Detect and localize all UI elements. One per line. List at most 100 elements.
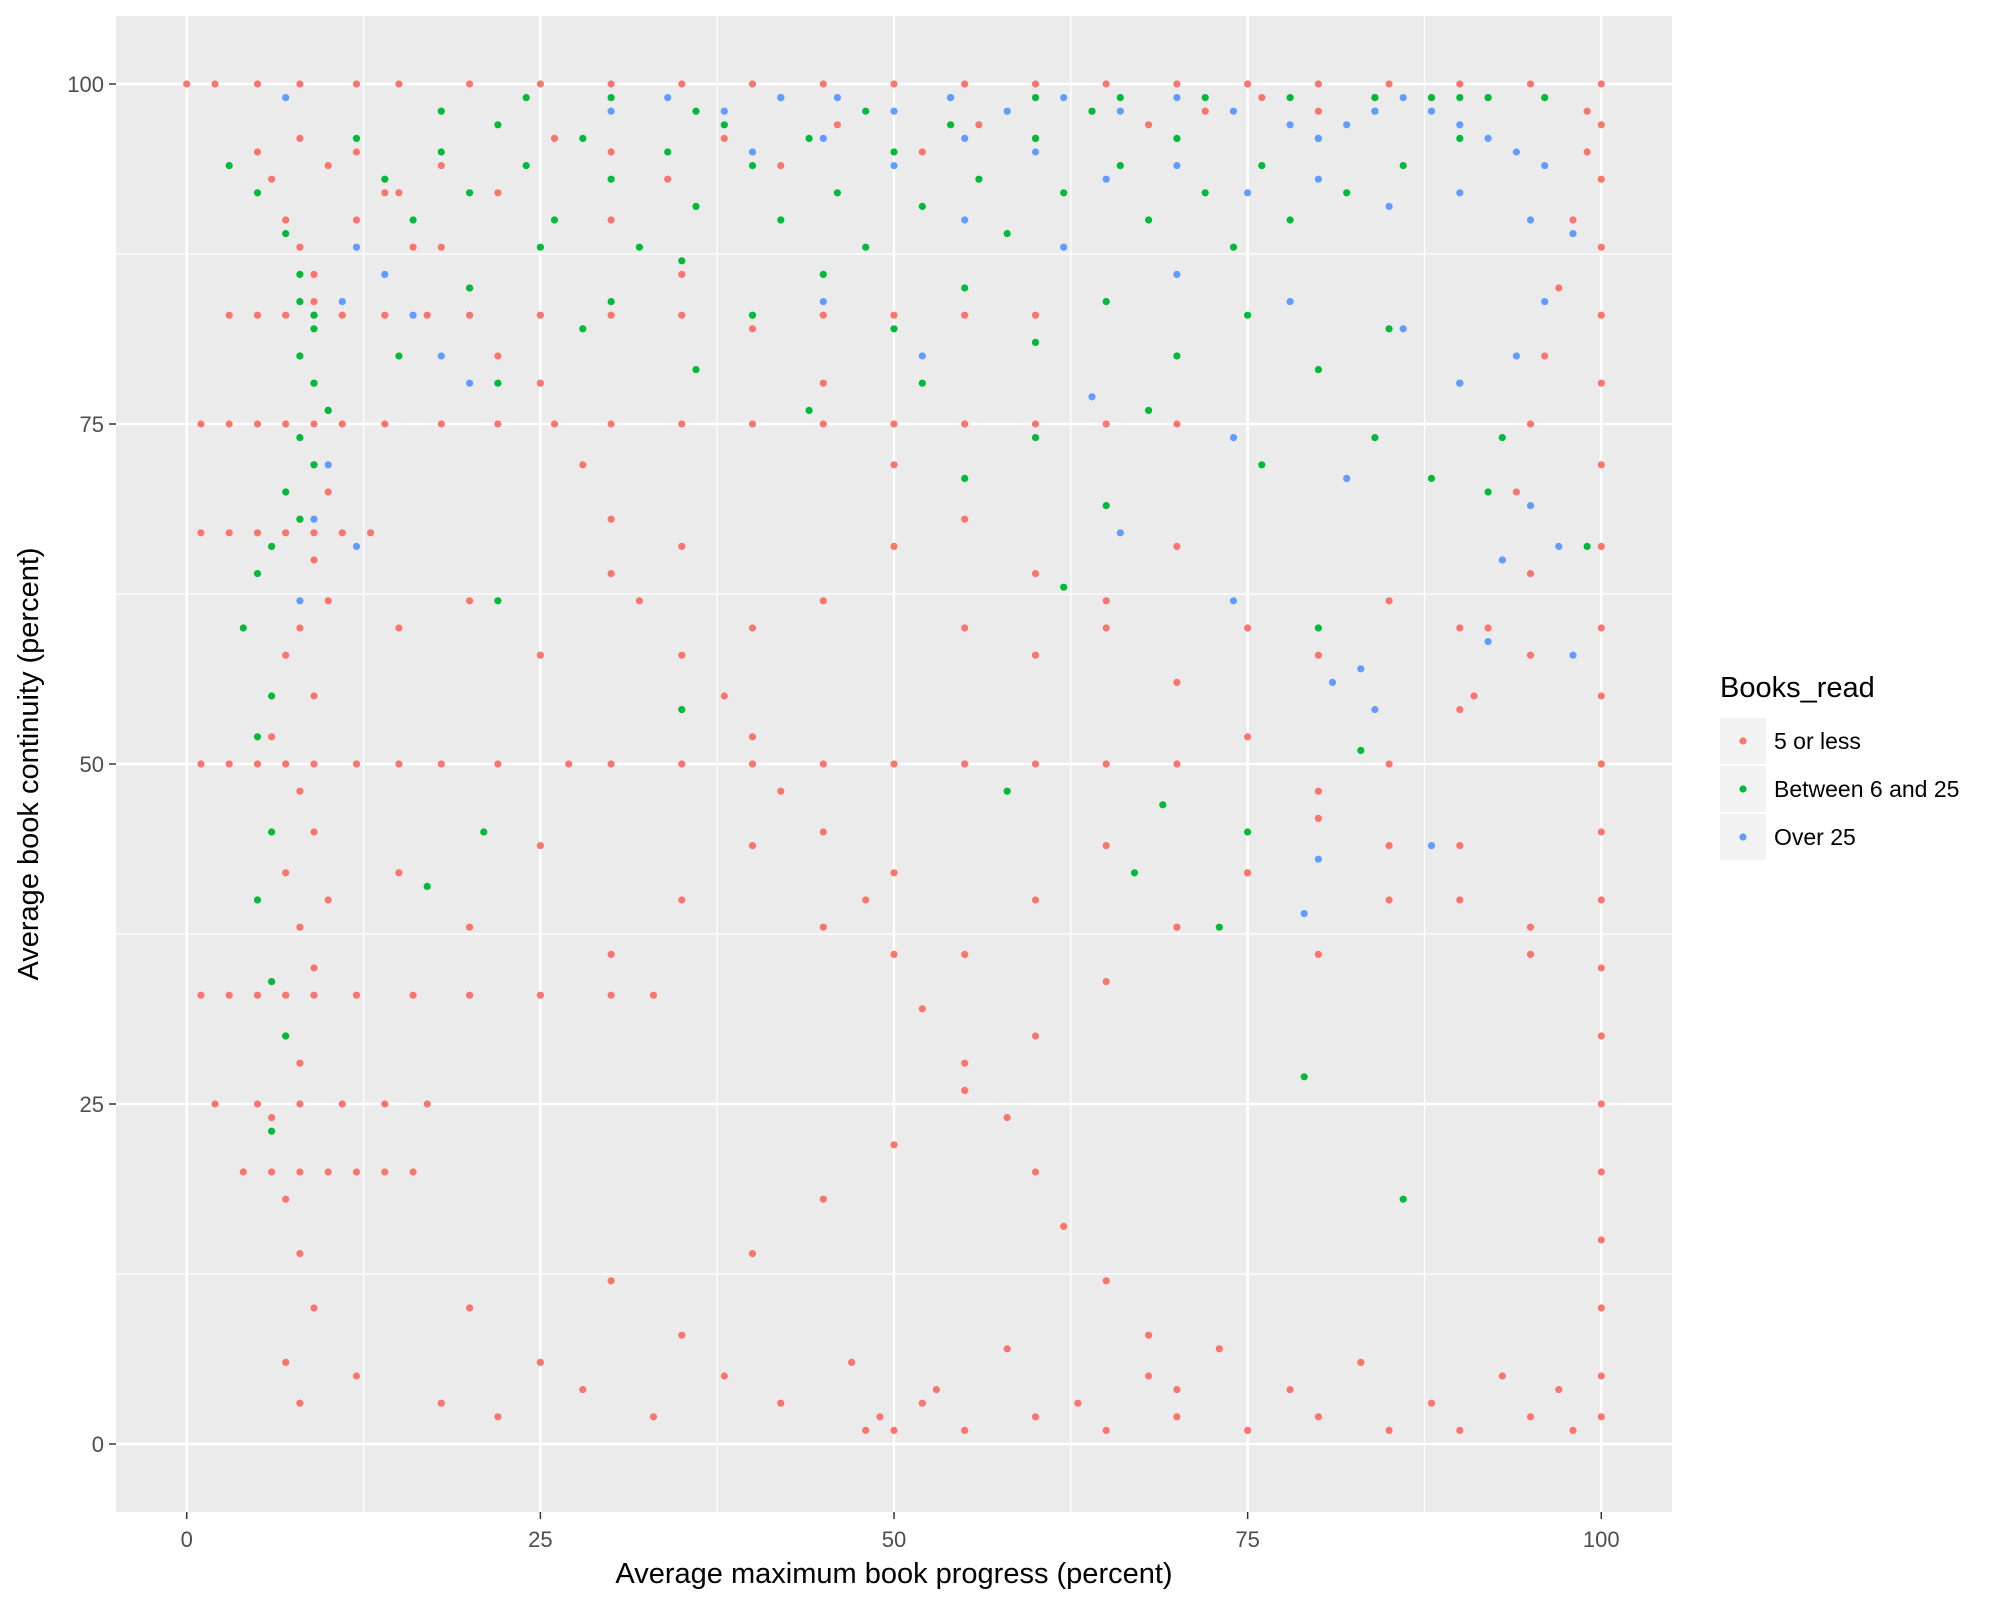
data-point — [494, 760, 502, 768]
data-point — [1286, 1386, 1294, 1394]
data-point — [1060, 94, 1068, 102]
data-point — [678, 896, 686, 904]
data-point — [352, 1372, 361, 1380]
data-point — [607, 216, 615, 224]
data-point — [678, 257, 686, 265]
data-point — [1159, 801, 1167, 809]
data-point — [1031, 1413, 1040, 1421]
data-point — [819, 134, 827, 142]
data-point — [1427, 1399, 1436, 1407]
data-point — [1145, 216, 1153, 224]
data-point — [1399, 1195, 1407, 1203]
data-point — [253, 896, 262, 904]
data-point — [890, 1141, 898, 1149]
data-point — [1173, 1386, 1181, 1394]
data-point — [1456, 1426, 1464, 1434]
data-point — [1102, 80, 1110, 88]
data-point — [1229, 434, 1238, 442]
data-point — [1300, 910, 1308, 918]
data-point — [607, 298, 615, 306]
data-point — [268, 175, 276, 183]
data-point — [1102, 420, 1110, 428]
data-point — [296, 270, 304, 278]
data-point — [1314, 855, 1322, 863]
data-point — [1541, 94, 1549, 102]
data-point — [1597, 692, 1605, 700]
data-point — [1088, 107, 1096, 115]
data-point — [338, 1100, 346, 1108]
data-point — [296, 80, 304, 88]
data-point — [975, 175, 983, 183]
data-point — [1229, 107, 1238, 115]
data-point — [352, 1168, 361, 1176]
data-point — [310, 325, 318, 333]
data-point — [253, 189, 262, 197]
data-point — [1116, 162, 1124, 170]
data-point — [1385, 1426, 1393, 1434]
data-point — [819, 311, 827, 319]
data-point — [720, 107, 728, 115]
data-point — [1385, 202, 1393, 210]
data-point — [466, 991, 474, 999]
legend-items: 5 or less Between 6 and 25 Over 25 — [1720, 718, 1959, 860]
series-5-or-less — [183, 80, 1605, 1434]
data-point — [1526, 651, 1535, 659]
data-point — [253, 529, 262, 537]
data-point — [1427, 842, 1436, 850]
data-point — [961, 134, 969, 142]
x-tick-label: 75 — [1235, 1527, 1259, 1552]
data-point — [1314, 366, 1322, 374]
data-point — [1314, 814, 1322, 823]
x-axis-ticks: 0 25 50 75 100 — [181, 1512, 1620, 1552]
data-point — [607, 107, 615, 115]
data-point — [1173, 94, 1181, 102]
data-point — [494, 189, 502, 197]
data-point — [1484, 488, 1492, 496]
data-point — [1130, 869, 1139, 877]
data-point — [1526, 80, 1535, 88]
data-point — [890, 950, 898, 959]
data-point — [522, 162, 530, 170]
data-point — [1314, 80, 1322, 88]
data-point — [1583, 148, 1591, 156]
data-point — [1060, 583, 1068, 591]
data-point — [1456, 189, 1464, 197]
data-point — [324, 162, 332, 170]
data-point — [1512, 148, 1520, 156]
data-point — [1343, 189, 1351, 197]
data-point — [437, 107, 445, 115]
data-point — [1512, 488, 1520, 496]
data-point — [1116, 107, 1124, 115]
data-point — [890, 80, 898, 88]
data-point — [310, 828, 318, 836]
data-point — [1286, 298, 1294, 306]
legend: Books_read 5 or less Between 6 and 25 Over… — [1720, 672, 1959, 860]
data-point — [536, 842, 545, 850]
data-point — [1300, 1073, 1308, 1081]
data-point — [1031, 1168, 1040, 1176]
data-point — [1173, 134, 1181, 142]
data-point — [1597, 121, 1605, 129]
data-point — [862, 1426, 870, 1434]
data-point — [225, 760, 233, 768]
data-point — [1244, 311, 1252, 319]
legend-label: 5 or less — [1774, 728, 1861, 754]
data-point — [748, 325, 757, 333]
data-point — [1314, 175, 1322, 183]
data-point — [1173, 1413, 1181, 1421]
data-point — [1102, 298, 1110, 306]
data-point — [833, 121, 842, 129]
legend-label: Over 25 — [1774, 824, 1856, 850]
data-point — [1173, 678, 1181, 687]
data-point — [961, 760, 969, 768]
data-point — [890, 542, 898, 551]
data-point — [1031, 94, 1040, 102]
data-point — [918, 379, 926, 387]
data-point — [918, 352, 926, 360]
data-point — [225, 420, 233, 428]
data-point — [253, 311, 262, 319]
y-tick-label: 100 — [67, 72, 104, 97]
data-point — [961, 474, 969, 482]
data-point — [296, 1399, 304, 1407]
